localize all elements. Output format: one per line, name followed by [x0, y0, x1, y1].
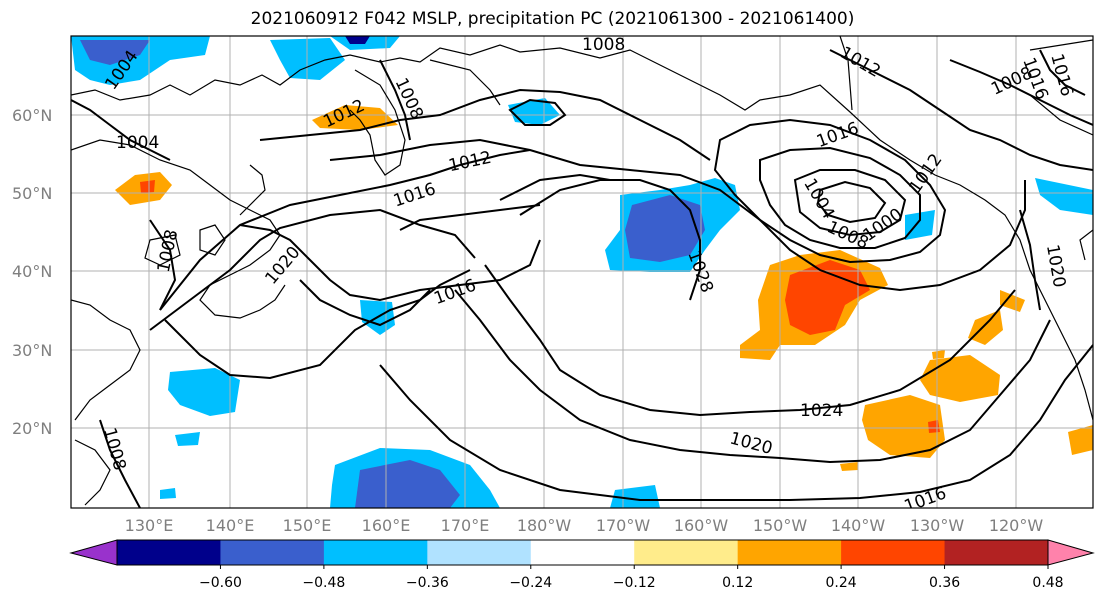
colorbar-segment [841, 540, 946, 565]
lon-label: 140°E [206, 516, 255, 535]
colorbar-segment [220, 540, 325, 565]
precipitation-fills [71, 36, 1093, 508]
precip-positive-area [312, 105, 398, 130]
lat-label: 40°N [12, 262, 52, 281]
precip-positive-area [968, 310, 1003, 345]
lon-label: 160°E [362, 516, 411, 535]
colorbar-tick-label: 0.24 [826, 575, 857, 591]
map-title: 2021060912 F042 MSLP, precipitation PC (… [250, 9, 855, 29]
colorbar-tick-label: −0.24 [509, 575, 552, 591]
lon-label: 140°W [831, 516, 886, 535]
precip-negative-area [168, 368, 240, 416]
precip-negative-area [345, 36, 370, 44]
colorbar-segment [634, 540, 739, 565]
colorbar-segment [323, 540, 428, 565]
colorbar-tick-label: −0.36 [406, 575, 449, 591]
precip-negative-area [355, 460, 460, 508]
lon-label: 130°W [910, 516, 965, 535]
map-frame [70, 35, 1094, 509]
colorbar-tick-label: 0.36 [929, 575, 960, 591]
colorbar-segment [737, 540, 842, 565]
colorbar-extend-high [1047, 539, 1095, 566]
lat-label: 30°N [12, 341, 52, 360]
lat-label: 50°N [12, 184, 52, 203]
precip-negative-area [1035, 178, 1093, 215]
lon-label: 150°E [283, 516, 332, 535]
lon-label: 130°E [125, 516, 174, 535]
lon-label: 170°W [596, 516, 651, 535]
colorbar-tick-label: −0.12 [613, 575, 656, 591]
colorbar-segment [427, 540, 532, 565]
precip-positive-area [785, 260, 870, 335]
lon-label: 120°W [989, 516, 1044, 535]
colorbar-tick-label: −0.48 [302, 575, 345, 591]
lat-label: 20°N [12, 419, 52, 438]
lon-label: 170°E [441, 516, 490, 535]
precip-negative-area [80, 40, 150, 65]
precip-positive-area [140, 180, 155, 193]
colorbar-tick-label: −0.60 [199, 575, 242, 591]
contour-label: 1024 [800, 401, 843, 421]
precip-positive-area [1068, 425, 1093, 455]
precip-negative-area [175, 432, 200, 446]
precip-positive-area [840, 462, 858, 471]
precip-negative-area [625, 195, 705, 262]
precip-negative-area [905, 210, 935, 240]
mslp-contours [71, 49, 1093, 508]
lon-label: 150°W [753, 516, 808, 535]
lon-label: 180°W [517, 516, 572, 535]
latitude-labels: 60°N 50°N 40°N 30°N 20°N [12, 106, 52, 438]
colorbar-tick-label: 0.12 [722, 575, 753, 591]
colorbar-tick-label: 0.48 [1032, 575, 1063, 591]
contour-label: 1004 [116, 133, 159, 153]
precip-negative-area [160, 488, 176, 499]
colorbar: −0.60 −0.48 −0.36 −0.24 −0.12 0.12 0.24 0.36 0.4… [69, 539, 1095, 591]
map-content: 1008 1004 1012 1008 1004 1012 1016 1012 … [71, 35, 1093, 508]
precip-positive-area [1000, 290, 1025, 312]
precip-positive-area [932, 350, 945, 359]
colorbar-segment [944, 540, 1049, 565]
contour-label: 1008 [582, 35, 625, 55]
longitude-labels: 130°E 140°E 150°E 160°E 170°E 180°W 170°… [125, 516, 1044, 535]
precip-positive-area [928, 420, 940, 433]
lon-label: 160°W [674, 516, 729, 535]
graticule [71, 36, 1093, 508]
lat-label: 60°N [12, 106, 52, 125]
colorbar-segment [530, 540, 635, 565]
precip-positive-area [862, 395, 945, 458]
colorbar-segment [117, 540, 221, 565]
colorbar-extend-low [69, 539, 118, 566]
